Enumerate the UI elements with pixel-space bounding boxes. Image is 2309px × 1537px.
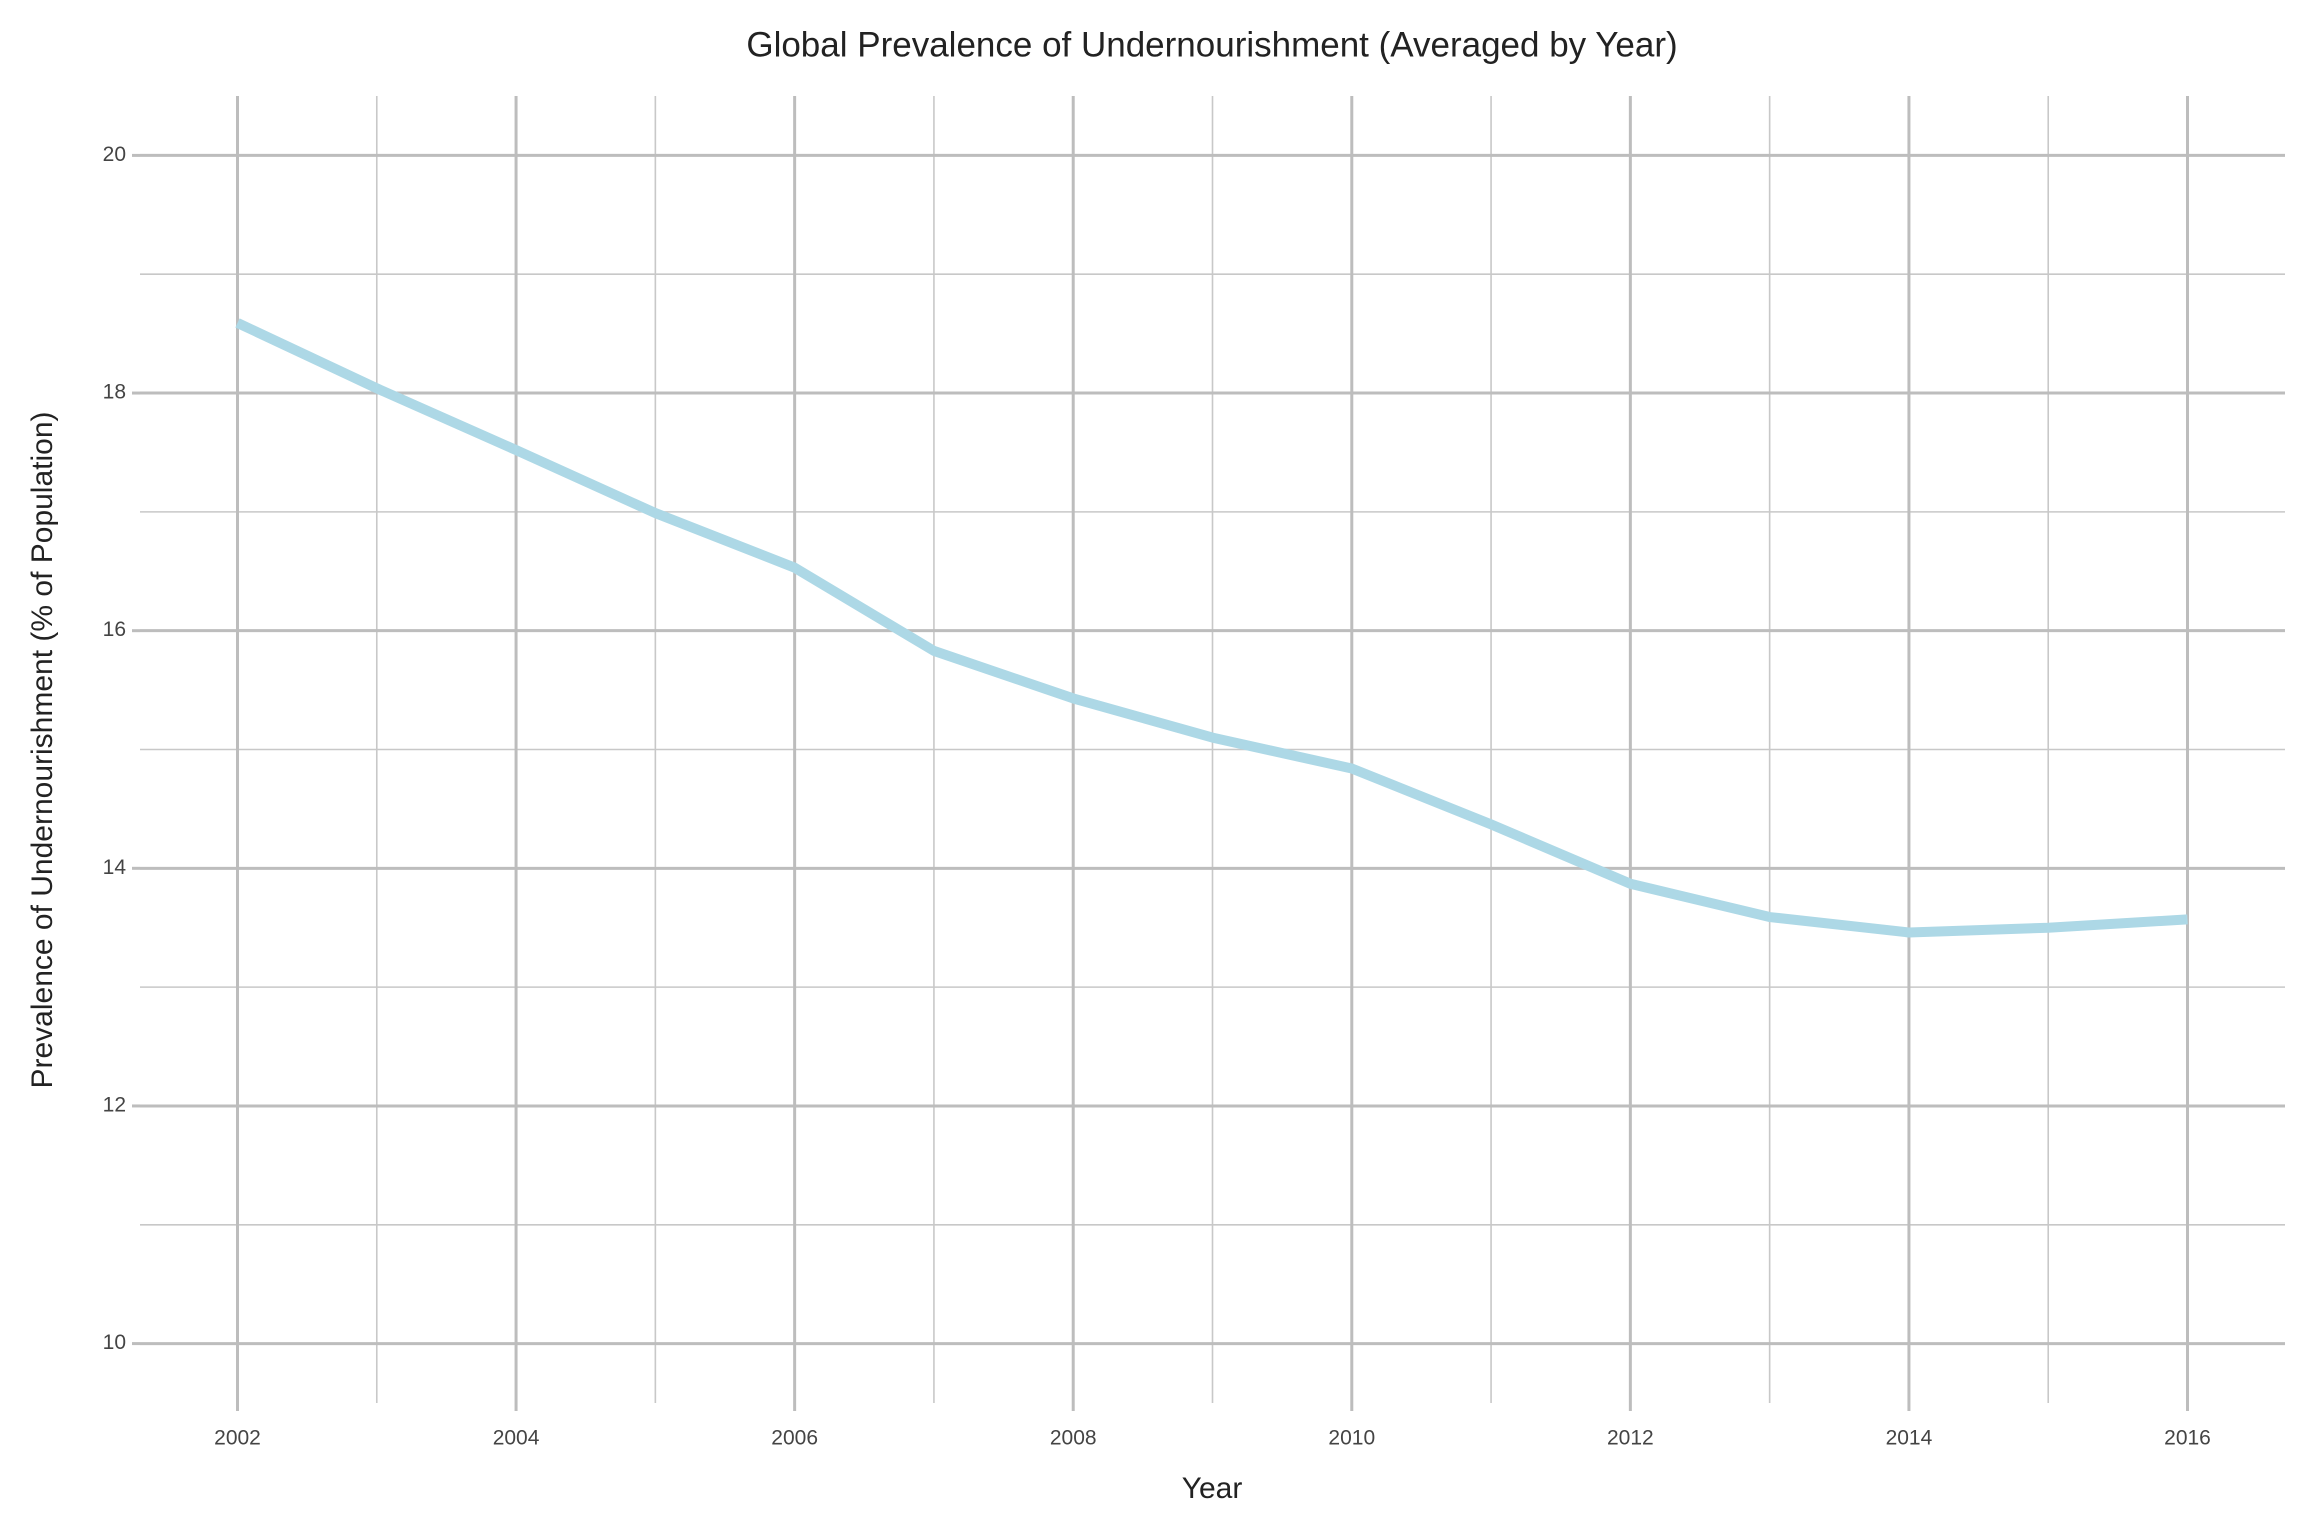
y-tick-label: 18 [103, 381, 126, 404]
y-tick-label: 10 [103, 1331, 126, 1354]
y-tick-label: 12 [103, 1094, 126, 1117]
x-tick-label: 2006 [771, 1427, 818, 1450]
x-tick-label: 2014 [1886, 1427, 1933, 1450]
data-line [235, 318, 2188, 938]
y-tick-label: 20 [103, 143, 126, 166]
x-tick-label: 2008 [1050, 1427, 1097, 1450]
y-tick-label: 16 [103, 618, 126, 641]
x-tick-label: 2002 [214, 1427, 261, 1450]
x-tick-label: 2004 [493, 1427, 540, 1450]
x-axis-title: Year [1182, 1472, 1243, 1505]
y-tick-label: 14 [103, 856, 127, 879]
x-tick-label: 2012 [1607, 1427, 1654, 1450]
chart-title: Global Prevalence of Undernourishment (A… [746, 25, 1677, 64]
y-axis-title: Prevalence of Undernourishment (% of Pop… [26, 411, 59, 1088]
x-tick-label: 2010 [1328, 1427, 1375, 1450]
x-tick-label: 2016 [2164, 1427, 2211, 1450]
